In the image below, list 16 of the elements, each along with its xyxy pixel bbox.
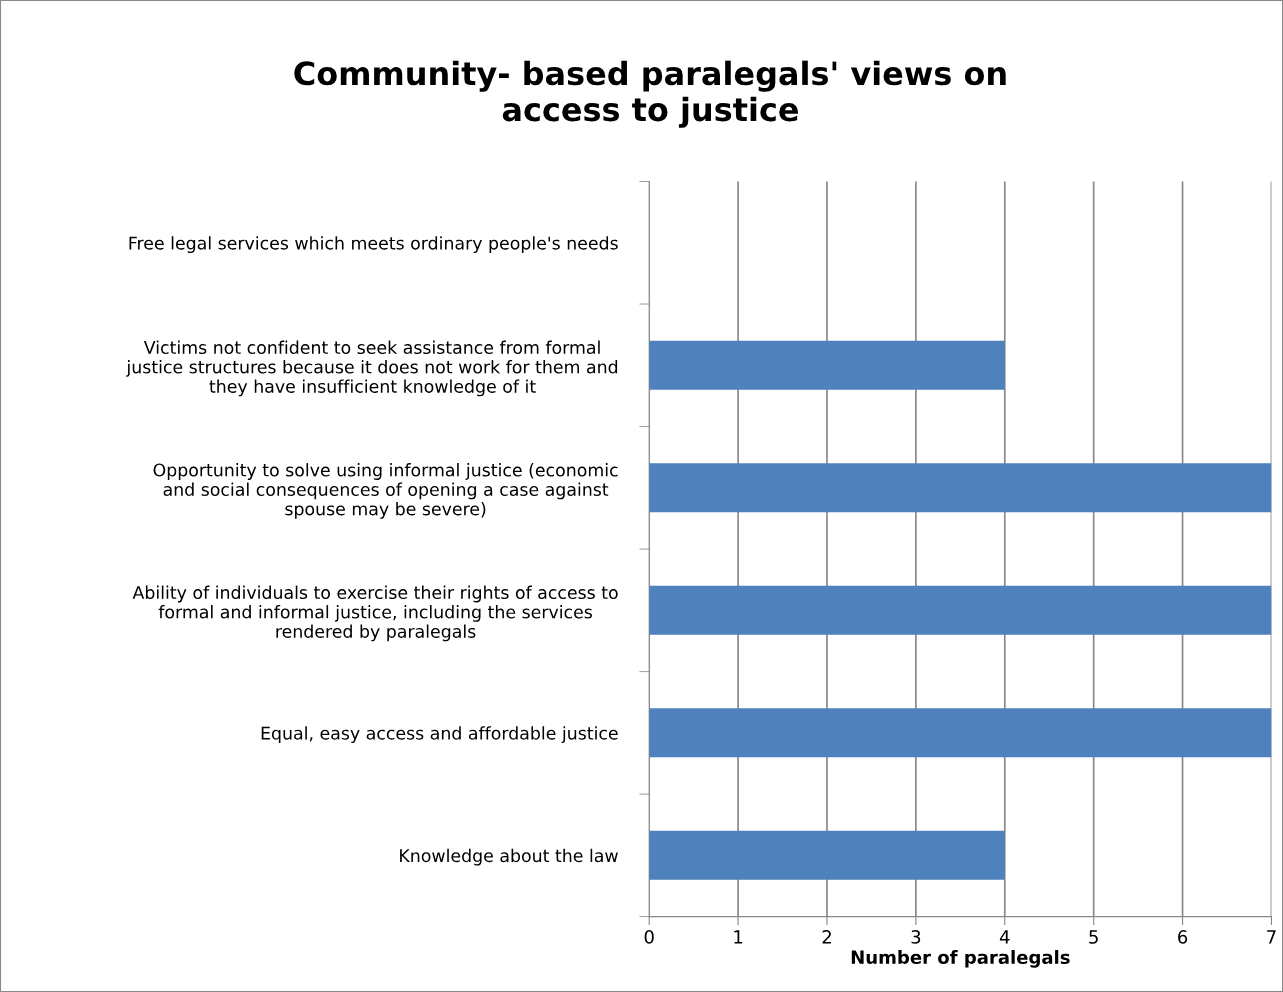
x-tick-label: 4 (999, 930, 1010, 944)
y-tick-label: Ability of individuals to exercise their rights of access to formal and informal justice, including the services rendered by paralegals (132, 585, 618, 642)
x-tick-label: 5 (1089, 930, 1098, 944)
x-tick-label: 0 (644, 930, 654, 944)
y-tick-label: Equal, easy access and affordable justice (261, 726, 618, 744)
x-tick-label: 2 (822, 930, 831, 944)
chart-title: Community- based paralegals' views on access to justice (294, 60, 1006, 128)
x-tick-label: 7 (1267, 930, 1276, 944)
x-tick-label: 6 (1178, 930, 1188, 944)
y-tick-label: Free legal services which meets ordinary people's needs (129, 236, 618, 253)
x-tick-label: 1 (734, 930, 743, 944)
x-tick-label: 3 (911, 930, 921, 944)
x-axis-title: Number of paralegals (851, 950, 1070, 968)
y-tick-label: Victims not confident to seek assistance from formal justice structures because it does not work for them and they have insufficient knowledge of it (126, 340, 618, 397)
y-tick-label: Opportunity to solve using informal justice (economic and social consequences of opening a case against spouse may be severe) (153, 463, 618, 519)
y-tick-label: Knowledge about the law (400, 848, 618, 866)
